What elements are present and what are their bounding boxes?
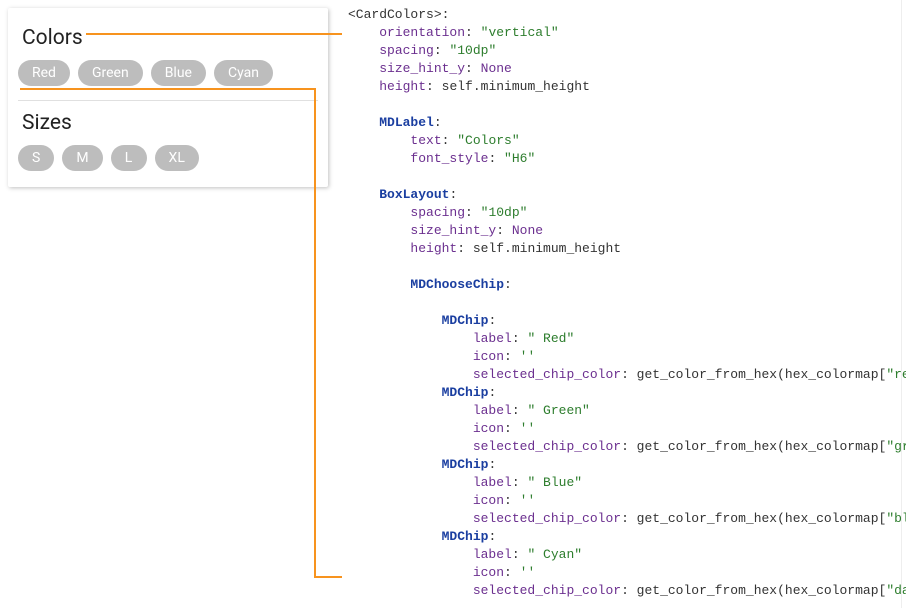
code-line	[342, 96, 901, 114]
code-line: size_hint_y: None	[342, 60, 901, 78]
chip-xl[interactable]: XL	[155, 145, 199, 171]
code-line: height: self.minimum_height	[342, 240, 901, 258]
code-line: <CardColors>:	[342, 6, 901, 24]
code-line: icon: ''	[342, 492, 901, 510]
code-line: size_hint_y: None	[342, 222, 901, 240]
code-line: MDChooseChip:	[342, 276, 901, 294]
code-line: selected_chip_color: get_color_from_hex(…	[342, 582, 901, 600]
code-line: label: " Green"	[342, 402, 901, 420]
code-line	[342, 168, 901, 186]
code-line: MDChip:	[342, 384, 901, 402]
chip-row-colors: Red Green Blue Cyan	[18, 60, 318, 101]
chip-green[interactable]: Green	[78, 60, 143, 86]
code-line: selected_chip_color: get_color_from_hex(…	[342, 366, 901, 384]
code-line: orientation: "vertical"	[342, 24, 901, 42]
code-line: text: "Colors"	[342, 132, 901, 150]
chip-row-sizes: S M L XL	[18, 145, 318, 187]
chip-l[interactable]: L	[111, 145, 147, 171]
code-line	[342, 258, 901, 276]
code-line: icon: ''	[342, 564, 901, 582]
chip-blue[interactable]: Blue	[151, 60, 206, 86]
section-label-sizes: Sizes	[22, 111, 318, 135]
code-line: MDChip:	[342, 528, 901, 546]
code-line: BoxLayout:	[342, 186, 901, 204]
code-line: icon: ''	[342, 420, 901, 438]
code-line: spacing: "10dp"	[342, 42, 901, 60]
code-line: label: " Red"	[342, 330, 901, 348]
code-line: font_style: "H6"	[342, 150, 901, 168]
code-line: label: " Cyan"	[342, 546, 901, 564]
chip-s[interactable]: S	[18, 145, 54, 171]
code-line: selected_chip_color: get_color_from_hex(…	[342, 438, 901, 456]
code-line: MDLabel:	[342, 114, 901, 132]
code-line: spacing: "10dp"	[342, 204, 901, 222]
code-panel: <CardColors>: orientation: "vertical" sp…	[342, 0, 902, 608]
chip-m[interactable]: M	[62, 145, 102, 171]
chip-red[interactable]: Red	[18, 60, 70, 86]
code-line: height: self.minimum_height	[342, 78, 901, 96]
connector-chips-v1	[314, 88, 316, 578]
section-label-colors: Colors	[22, 26, 318, 50]
connector-chips-h	[20, 88, 316, 90]
code-line: MDChip:	[342, 456, 901, 474]
code-line: MDChip:	[342, 312, 901, 330]
code-line	[342, 294, 901, 312]
code-line: label: " Blue"	[342, 474, 901, 492]
code-line: selected_chip_color: get_color_from_hex(…	[342, 510, 901, 528]
code-line: icon: ''	[342, 348, 901, 366]
connector-colors-h	[86, 33, 352, 35]
chip-cyan[interactable]: Cyan	[214, 60, 273, 86]
